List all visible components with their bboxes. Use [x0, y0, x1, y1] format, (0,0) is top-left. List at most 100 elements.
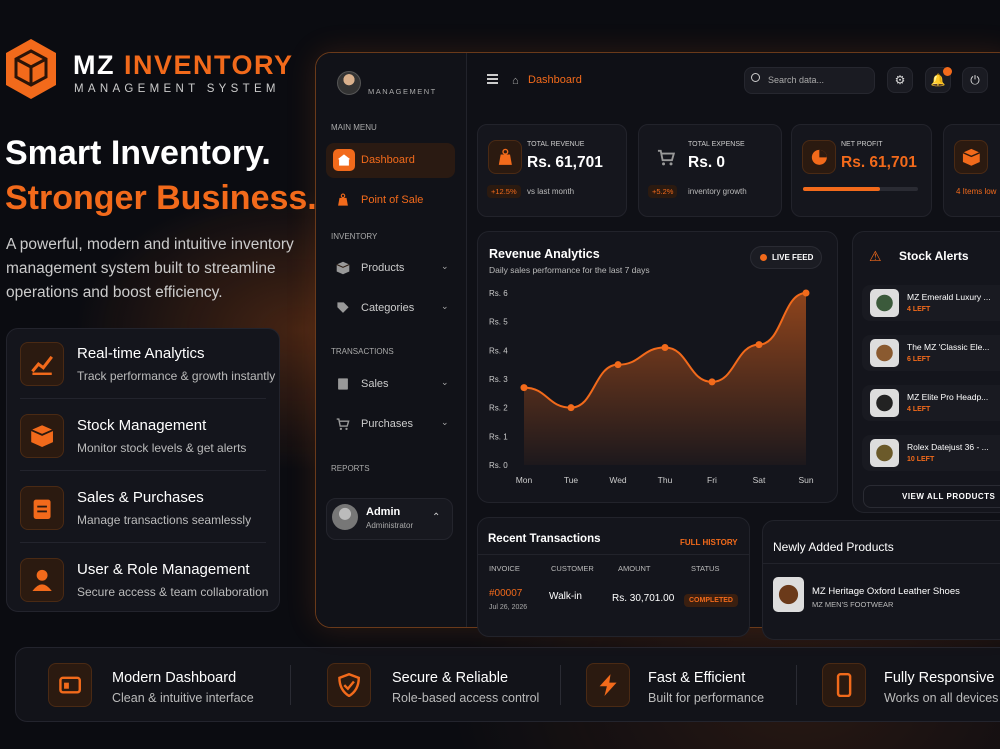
point [520, 384, 528, 392]
x-tick-label: Wed [609, 475, 627, 485]
feature-subtitle: Secure access & team collaboration [77, 585, 269, 599]
menu-icon [335, 300, 351, 316]
glyph [338, 672, 360, 698]
y-tick-label: Rs. 1 [489, 432, 508, 441]
feature-title: Stock Management [77, 417, 207, 434]
notification-dot [943, 67, 952, 76]
menu-item[interactable]: Products [361, 262, 405, 274]
brand-name: MZ INVENTORY [73, 50, 294, 81]
notifications-button[interactable]: 🔔 [925, 67, 951, 93]
sidebar [316, 53, 467, 627]
amount: Rs. 30,701.00 [612, 593, 675, 604]
search-placeholder: Search data... [768, 75, 825, 85]
highlight-subtitle: Clean & intuitive interface [112, 691, 254, 705]
chevron: ⌃ [432, 512, 441, 523]
stock-name: The MZ 'Classic Ele... [907, 342, 990, 352]
menu-icon [335, 260, 351, 276]
highlight-subtitle: Built for performance [648, 691, 765, 705]
status: COMPLETED [684, 594, 738, 607]
stock-thumb [870, 439, 899, 467]
feature-icon [20, 486, 64, 530]
column-header: AMOUNT [618, 564, 651, 573]
x-tick-label: Thu [658, 475, 673, 485]
product-brand: MZ MEN'S FOOTWEAR [812, 600, 894, 609]
kpi-change: +5.2% [648, 185, 678, 198]
menu-item[interactable]: Dashboard [361, 154, 415, 166]
settings-button[interactable]: ⚙ [887, 67, 913, 93]
feature-title: Real-time Analytics [77, 345, 205, 362]
x-tick-label: Sat [753, 475, 766, 485]
user-avatar [332, 504, 358, 530]
menu-button[interactable] [487, 74, 498, 84]
glyph [498, 148, 512, 165]
customer: Walk-in [549, 591, 582, 602]
glyph [811, 149, 827, 165]
kpi-value: Rs. 61,701 [841, 154, 917, 171]
headline: Stronger Business. [5, 179, 317, 217]
search-box[interactable] [744, 67, 875, 94]
revenue-chart: Rs. 0 Rs. 1 Rs. 2 Rs. 3 Rs. 4 Rs. 5 Rs. 6 Mon Tu… [489, 289, 814, 485]
chart-subtitle: Daily sales performance for the last 7 d… [489, 265, 650, 275]
stock-name: Rolex Datejust 36 - ... [907, 442, 989, 452]
live-badge [750, 246, 822, 269]
transactions-card [477, 517, 750, 637]
user-role: Administrator [366, 521, 414, 530]
kpi-card [638, 124, 782, 217]
app-brand-sub: MANAGEMENT [368, 87, 437, 96]
menu-item[interactable]: Purchases [361, 418, 413, 430]
menu-item[interactable]: Categories [361, 302, 415, 314]
x-tick-label: Tue [564, 475, 579, 485]
glyph [33, 499, 51, 519]
glyph [338, 193, 348, 206]
point [614, 361, 622, 369]
highlight-title: Fully Responsive [884, 670, 995, 686]
stock-thumb [870, 389, 899, 417]
glyph [599, 674, 617, 696]
highlight-icon [586, 663, 630, 707]
feature-icon [20, 558, 64, 602]
product-thumb [773, 577, 804, 612]
stock-name: MZ Elite Pro Headp... [907, 392, 989, 402]
feature-icon [20, 414, 64, 458]
home-icon: ⌂ [512, 75, 519, 87]
brand-mark: MZ [73, 50, 115, 80]
kpi-note: 4 Items low [956, 187, 997, 196]
product-name: MZ Heritage Oxford Leather Shoes [812, 586, 960, 597]
kpi-icon [802, 140, 836, 174]
search-icon [751, 73, 760, 82]
user-name: Admin [366, 506, 401, 518]
table-divider [477, 554, 750, 555]
breadcrumb: Dashboard [528, 74, 582, 86]
point [708, 378, 716, 386]
menu-icon [335, 376, 351, 392]
menu-item[interactable]: Sales [361, 378, 389, 390]
highlight-title: Modern Dashboard [112, 670, 237, 686]
kpi-value: Rs. 61,701 [527, 154, 603, 171]
avatar [337, 71, 361, 95]
brand-tagline: MANAGEMENT SYSTEM [74, 83, 280, 95]
stock-thumb [870, 289, 899, 317]
power-button[interactable]: ⏻ [962, 67, 988, 93]
menu-heading: TRANSACTIONS [331, 347, 394, 356]
kpi-label: NET PROFIT [841, 141, 883, 148]
stock-count: 10 LEFT [907, 456, 935, 463]
glyph [31, 355, 53, 375]
divider [20, 398, 266, 399]
view-all-button [863, 485, 1000, 508]
x-tick-label: Mon [516, 475, 533, 485]
highlight-icon [822, 663, 866, 707]
transactions-title: Recent Transactions [488, 533, 601, 545]
view-all-label[interactable]: VIEW ALL PRODUCTS [902, 492, 996, 501]
menu-item[interactable]: Point of Sale [361, 194, 424, 206]
kpi-value: Rs. 0 [688, 154, 726, 171]
table-divider [762, 563, 1000, 564]
feature-subtitle: Monitor stock levels & get alerts [77, 441, 247, 455]
menu-heading: MAIN MENU [331, 123, 377, 132]
stock-name: MZ Emerald Luxury ... [907, 292, 991, 302]
menu-icon [335, 416, 351, 432]
headline: Smart Inventory. [5, 134, 271, 172]
feature-subtitle: Track performance & growth instantly [77, 369, 276, 383]
transactions-action[interactable]: FULL HISTORY [680, 538, 738, 547]
highlight-title: Fast & Efficient [648, 670, 746, 686]
new-products-title: Newly Added Products [773, 540, 894, 554]
